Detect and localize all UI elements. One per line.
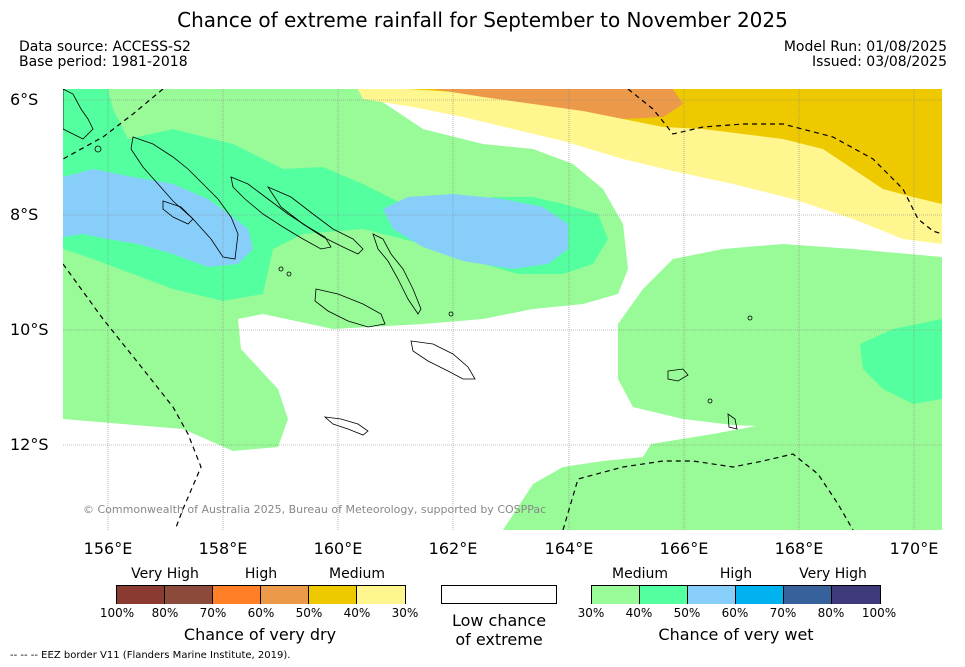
bougainville-coast [130,136,239,260]
dry-high-zone [433,89,683,119]
lon-label-170e: 170°E [889,539,939,558]
lat-label-6s: 6°S [10,90,39,109]
wet-category-medium: Medium [612,566,668,582]
lon-label-162e: 162°E [428,539,478,558]
dry-tick-100: 100% [99,606,135,620]
dry-legend-title: Chance of very dry [183,625,337,644]
wet-tick-80: 80% [817,606,845,620]
dry-tick-40: 40% [343,606,371,620]
dry-tick-30: 30% [391,606,419,620]
lon-label-156e: 156°E [83,539,133,558]
dry-tick-60: 60% [247,606,275,620]
new-georgia-coast [162,200,194,225]
dry-category-very-high: Very High [131,566,199,582]
copyright-text: © Commonwealth of Australia 2025, Bureau… [83,503,546,516]
low-chance-label: Low chance of extreme [452,611,546,649]
dry-tick-70: 70% [199,606,227,620]
lon-label-160e: 160°E [313,539,363,558]
issued-text: Issued: 03/08/2025 [812,54,947,70]
wet-swatch-40-50 [640,586,688,604]
dry-swatch-100-80 [117,586,165,604]
wet-high-zone-west [63,169,253,267]
wet-tick-50: 50% [673,606,701,620]
eez-borders [63,89,942,530]
wet-swatch-30-40 [592,586,640,604]
map-title: Chance of extreme rainfall for September… [177,8,788,32]
eez-border-vanuatu-south [562,453,854,530]
eez-border-png-north [63,89,164,160]
wet-medium-plus-zone-east [860,319,942,404]
wet-tick-40: 40% [625,606,653,620]
wet-tick-60: 60% [721,606,749,620]
dry-swatch-80-70 [165,586,213,604]
base-period-text: Base period: 1981-2018 [19,54,188,70]
makira-coast [410,340,476,380]
wet-medium-zone-south [503,371,942,530]
dry-swatch-50-40 [309,586,357,604]
dry-category-high: High [244,566,278,582]
dry-category-medium: Medium [329,566,385,582]
lon-label-158e: 158°E [198,539,248,558]
eez-border-vanuatu-north [627,89,942,235]
rennell-coast [323,416,369,436]
wet-medium-zone-east [618,244,942,429]
lat-label-8s: 8°S [10,205,39,224]
coastlines [63,89,753,436]
png-coast [63,89,94,140]
wet-colorbar [591,585,881,604]
wet-tick-70: 70% [769,606,797,620]
wet-swatch-60-70 [736,586,784,604]
dry-swatch-60-50 [261,586,309,604]
data-source-text: Data source: ACCESS-S2 [19,39,191,55]
rainfall-map: © Commonwealth of Australia 2025, Bureau… [63,89,942,530]
dry-tick-50: 50% [295,606,323,620]
low-chance-line1: Low chance [451,611,547,630]
graticule [63,89,942,530]
model-run-text: Model Run: 01/08/2025 [783,39,947,55]
wet-tick-30: 30% [577,606,605,620]
dry-medium-zone [408,89,942,204]
eez-footnote: -- -- -- EEZ border V11 (Flanders Marine… [10,650,291,661]
lat-label-12s: 12°S [10,435,49,454]
wet-category-high: High [719,566,753,582]
lon-label-166e: 166°E [659,539,709,558]
dry-tick-80: 80% [151,606,179,620]
dry-colorbar [116,585,406,604]
wet-high-zone-central [383,194,568,269]
santa-isabel-coast [266,186,364,255]
map-canvas: © Commonwealth of Australia 2025, Bureau… [63,89,942,530]
dry-swatch-40-30 [357,586,405,604]
wet-swatch-50-60 [688,586,736,604]
wet-category-very-high: Very High [799,566,867,582]
low-chance-line2: of extreme [455,630,543,649]
lon-label-164e: 164°E [544,539,594,558]
lat-label-10s: 10°S [10,320,49,339]
choiseul-coast [230,176,332,250]
dry-swatch-70-60 [213,586,261,604]
wet-swatch-80-100 [832,586,880,604]
vanikoro-coast [667,368,689,382]
guadalcanal-coast [314,288,386,328]
low-chance-swatch [441,585,557,604]
lon-label-168e: 168°E [774,539,824,558]
malaita-coast [372,233,422,315]
espiritu-coast [727,413,738,430]
wet-legend-title: Chance of very wet [658,625,814,644]
wet-swatch-70-80 [784,586,832,604]
wet-tick-100: 100% [861,606,897,620]
